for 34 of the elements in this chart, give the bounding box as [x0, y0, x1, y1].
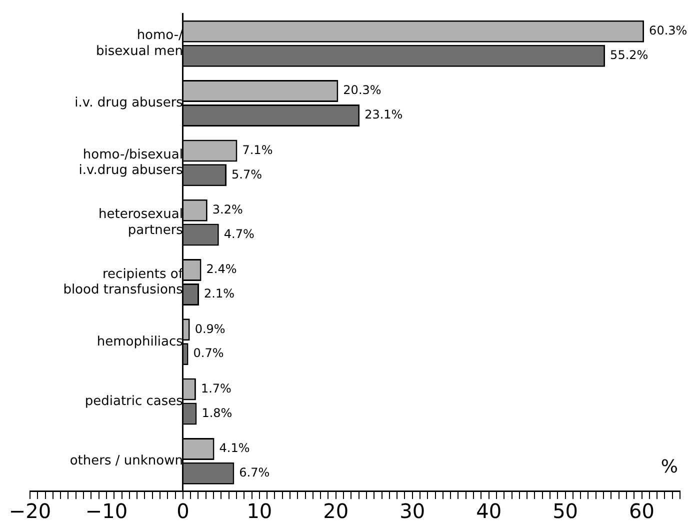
data-label: 4.7%	[224, 226, 254, 241]
data-label: 5.7%	[232, 167, 262, 182]
data-label: 6.7%	[239, 466, 270, 480]
x-tick-label: 0	[176, 499, 190, 524]
x-tick-label: 10	[246, 499, 272, 524]
data-label: 20.3%	[343, 83, 382, 98]
y-tick-label: pediatric cases	[84, 394, 184, 409]
data-label: 0.9%	[194, 322, 226, 336]
y-tick-label: hemophiliacs	[96, 334, 184, 350]
data-label: 23.1%	[364, 108, 403, 122]
y-tick-label: recipients of blood transfusions	[63, 266, 184, 298]
data-label: 7.1%	[242, 142, 273, 157]
x-tick-label: −20	[8, 499, 52, 524]
x-tick-label: 40	[476, 499, 502, 524]
data-label: 2.1%	[204, 286, 234, 301]
x-tick-label: 50	[552, 499, 578, 524]
x-tick-label: −10	[85, 499, 128, 524]
x-axis-title: %	[660, 456, 678, 478]
data-label: 2.4%	[206, 262, 237, 276]
data-label: 1.7%	[200, 381, 232, 396]
data-label: 3.2%	[212, 202, 243, 216]
y-tick-label: homo-/bisexual i.v.drug abusers	[78, 148, 184, 178]
y-tick-label: heterosexual partners	[98, 207, 184, 238]
x-tick-label: 60	[629, 499, 654, 524]
data-label: 55.2%	[610, 48, 648, 62]
data-label: 1.8%	[202, 406, 232, 420]
data-label: 4.1%	[219, 441, 250, 456]
y-tick-label: i.v. drug abusers	[74, 96, 184, 111]
y-tick-label: homo-/ bisexual men	[96, 28, 184, 59]
x-tick-label: 30	[400, 499, 426, 524]
data-label: 0.7%	[193, 346, 224, 360]
data-label: 60.3%	[649, 24, 688, 38]
y-tick-label: others / unknown	[70, 454, 183, 469]
x-tick-label: 20	[323, 499, 349, 524]
